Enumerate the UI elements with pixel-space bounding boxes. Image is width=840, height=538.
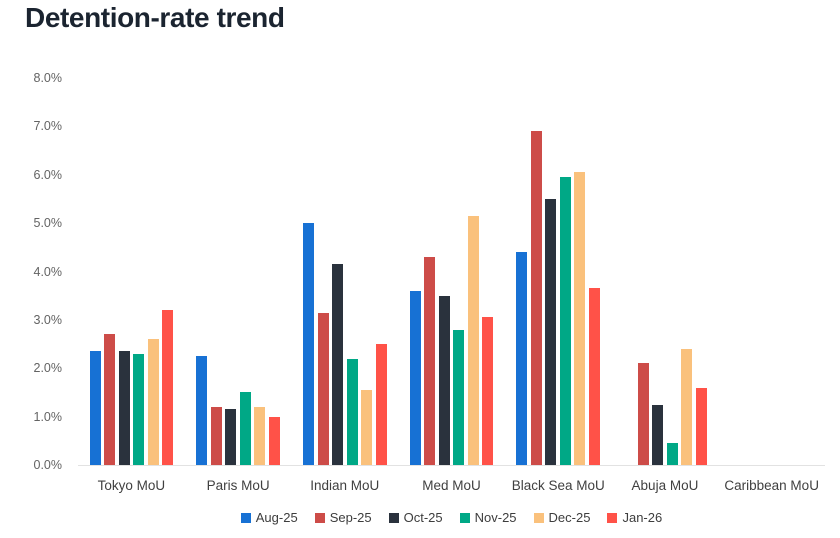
- legend-label: Aug-25: [255, 510, 298, 525]
- legend-item-dec-25[interactable]: Dec-25: [533, 510, 591, 525]
- bar-nov-25-abuja-mou[interactable]: [666, 443, 678, 465]
- bar-aug-25-indian-mou[interactable]: [303, 223, 315, 465]
- bar-dec-25-abuja-mou[interactable]: [681, 349, 693, 465]
- bar-nov-25-black-sea-mou[interactable]: [559, 177, 571, 465]
- bar-group-black-sea-mou: [505, 78, 612, 465]
- legend-label: Dec-25: [548, 510, 591, 525]
- legend-swatch-icon: [388, 512, 399, 523]
- bar-dec-25-med-mou[interactable]: [467, 216, 479, 465]
- bar-group-caribbean-mou: [718, 78, 825, 465]
- bar-dec-25-black-sea-mou[interactable]: [574, 172, 586, 465]
- y-axis-tick-label: 3.0%: [33, 312, 63, 327]
- plot-area: [78, 78, 825, 466]
- y-axis-tick-label: 8.0%: [33, 71, 63, 85]
- bar-oct-25-black-sea-mou[interactable]: [545, 199, 557, 465]
- bar-sep-25-med-mou[interactable]: [424, 257, 436, 465]
- bar-group-indian-mou: [291, 78, 398, 465]
- bar-nov-25-indian-mou[interactable]: [346, 359, 358, 465]
- bar-jan-26-med-mou[interactable]: [482, 317, 494, 465]
- bar-aug-25-med-mou[interactable]: [409, 291, 421, 465]
- bar-dec-25-paris-mou[interactable]: [254, 407, 266, 465]
- legend-item-nov-25[interactable]: Nov-25: [459, 510, 517, 525]
- bar-nov-25-paris-mou[interactable]: [239, 392, 251, 465]
- bar-group-paris-mou: [185, 78, 292, 465]
- bar-sep-25-paris-mou[interactable]: [210, 407, 222, 465]
- legend-label: Sep-25: [329, 510, 372, 525]
- bar-group-med-mou: [398, 78, 505, 465]
- bar-jan-26-indian-mou[interactable]: [375, 344, 387, 465]
- bar-aug-25-tokyo-mou[interactable]: [89, 351, 101, 465]
- legend-label: Jan-26: [622, 510, 663, 525]
- bar-group-abuja-mou: [612, 78, 719, 465]
- legend-swatch-icon: [240, 512, 251, 523]
- legend-item-oct-25[interactable]: Oct-25: [388, 510, 443, 525]
- bar-dec-25-tokyo-mou[interactable]: [147, 339, 159, 465]
- bar-nov-25-tokyo-mou[interactable]: [133, 354, 145, 465]
- bar-oct-25-tokyo-mou[interactable]: [118, 351, 130, 465]
- bar-sep-25-abuja-mou[interactable]: [637, 363, 649, 465]
- chart-title: Detention-rate trend: [25, 2, 285, 33]
- y-axis-tick-label: 4.0%: [33, 264, 63, 279]
- bar-aug-25-paris-mou[interactable]: [196, 356, 208, 465]
- x-axis-category-label: Paris MoU: [206, 478, 270, 493]
- legend-label: Oct-25: [403, 510, 443, 525]
- x-axis-category-label: Indian MoU: [310, 478, 380, 493]
- legend-swatch-icon: [607, 512, 618, 523]
- y-axis-tick-label: 0.0%: [33, 458, 63, 472]
- bar-oct-25-med-mou[interactable]: [438, 296, 450, 465]
- y-axis-tick-label: 1.0%: [33, 409, 63, 424]
- y-axis-tick-label: 5.0%: [33, 216, 63, 231]
- legend-item-jan-26[interactable]: Jan-26: [607, 510, 662, 525]
- bar-jan-26-tokyo-mou[interactable]: [162, 310, 174, 465]
- legend-swatch-icon: [314, 512, 325, 523]
- bar-jan-26-black-sea-mou[interactable]: [588, 288, 600, 465]
- y-axis-tick-label: 6.0%: [33, 167, 63, 182]
- y-axis-tick-label: 7.0%: [33, 119, 63, 134]
- bar-group-tokyo-mou: [78, 78, 185, 465]
- bar-sep-25-indian-mou[interactable]: [317, 313, 329, 465]
- x-axis-category-label: Black Sea MoU: [511, 478, 605, 493]
- legend: Aug-25 Sep-25 Oct-25 Nov-25 Dec-25 Jan-26: [78, 510, 825, 525]
- legend-swatch-icon: [533, 512, 544, 523]
- bar-oct-25-paris-mou[interactable]: [225, 409, 237, 465]
- bar-oct-25-abuja-mou[interactable]: [652, 405, 664, 465]
- legend-item-sep-25[interactable]: Sep-25: [314, 510, 372, 525]
- legend-label: Nov-25: [474, 510, 517, 525]
- bar-sep-25-tokyo-mou[interactable]: [104, 334, 116, 465]
- x-axis-category-label: Tokyo MoU: [97, 478, 166, 493]
- y-axis-tick-label: 2.0%: [33, 361, 63, 376]
- bar-sep-25-black-sea-mou[interactable]: [530, 131, 542, 465]
- x-axis-category-label: Abuja MoU: [631, 478, 699, 493]
- bar-aug-25-black-sea-mou[interactable]: [516, 252, 528, 465]
- legend-swatch-icon: [459, 512, 470, 523]
- bar-oct-25-indian-mou[interactable]: [332, 264, 344, 465]
- legend-item-aug-25[interactable]: Aug-25: [240, 510, 298, 525]
- bar-nov-25-med-mou[interactable]: [453, 330, 465, 465]
- bar-jan-26-paris-mou[interactable]: [268, 417, 280, 465]
- x-axis-category-label: Caribbean MoU: [724, 478, 819, 493]
- bar-dec-25-indian-mou[interactable]: [361, 390, 373, 465]
- bar-jan-26-abuja-mou[interactable]: [695, 388, 707, 465]
- x-axis-category-label: Med MoU: [422, 478, 481, 493]
- x-axis: Tokyo MoU Paris MoU Indian MoU Med MoU Black…: [78, 478, 825, 493]
